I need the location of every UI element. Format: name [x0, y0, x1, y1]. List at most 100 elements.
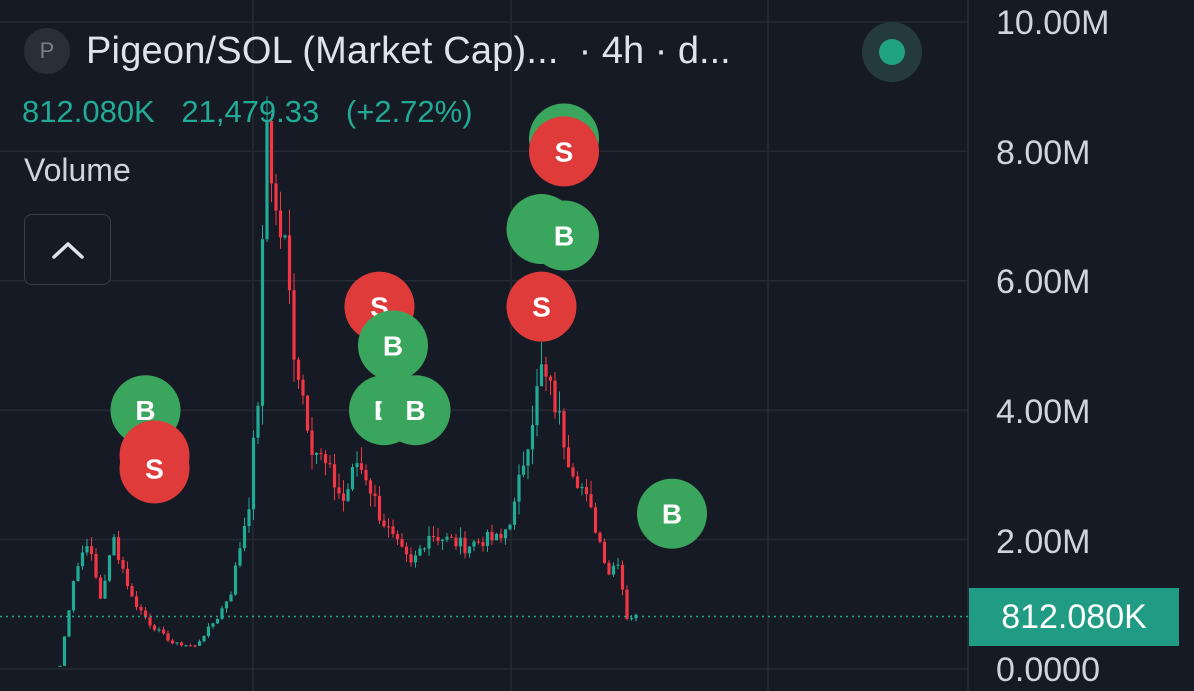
marker-label: B	[383, 331, 403, 362]
candle-body	[629, 618, 634, 620]
candle-body	[278, 210, 283, 238]
sell-marker[interactable]: S	[529, 116, 599, 187]
candle-body	[211, 623, 215, 627]
candle-body	[175, 642, 179, 644]
candle-body	[472, 541, 476, 547]
candles-group	[58, 96, 638, 667]
marker-circle	[637, 478, 707, 549]
sell-marker[interactable]: S	[506, 271, 577, 342]
candle-body	[427, 536, 431, 549]
y-tick-label: 0.0000	[996, 651, 1100, 689]
candle-body	[197, 641, 202, 646]
candle-body	[148, 617, 152, 626]
candle-body	[130, 585, 134, 597]
candle-body	[503, 529, 508, 539]
candle-body	[260, 239, 265, 406]
candle-body	[305, 395, 310, 431]
candle-body	[220, 608, 224, 619]
y-tick-label: 8.00M	[996, 134, 1091, 172]
candle-body	[364, 469, 368, 481]
sell-marker[interactable]: S	[119, 433, 190, 504]
collapse-button[interactable]	[24, 214, 111, 285]
price-change-percent: (+2.72%)	[345, 94, 473, 129]
candle-body	[620, 564, 625, 590]
buy-marker[interactable]: B	[380, 375, 451, 446]
y-tick-label: 10.00M	[996, 4, 1110, 42]
price-readout: 812.080K 21,479.33 (+2.72%)	[22, 94, 491, 130]
candle-body	[526, 449, 530, 466]
marker-label: B	[662, 499, 682, 530]
candle-body	[377, 495, 382, 521]
buy-marker[interactable]: B	[637, 478, 707, 549]
candle-body	[440, 539, 445, 541]
candle-body	[539, 364, 544, 387]
candle-body	[598, 532, 602, 542]
candle-body	[242, 526, 247, 549]
candle-body	[346, 489, 350, 501]
volume-indicator-label[interactable]: Volume	[24, 152, 131, 188]
candle-body	[409, 554, 413, 563]
candle-body	[94, 554, 98, 578]
candle-body	[76, 566, 80, 582]
candle-body	[89, 546, 94, 555]
marker-label: B	[135, 395, 155, 426]
chart-header: P Pigeon/SOL (Market Cap)... · 4h · d...	[24, 28, 731, 74]
candle-body	[292, 290, 296, 360]
candle-body	[575, 476, 580, 489]
candle-body	[112, 537, 116, 556]
candle-body	[62, 636, 67, 666]
symbol-badge[interactable]: P	[24, 28, 70, 74]
candle-body	[391, 526, 395, 535]
marker-label: S	[145, 453, 164, 484]
candle-body	[485, 531, 490, 546]
candle-body	[593, 507, 598, 533]
candle-body	[580, 487, 584, 489]
candle-body	[247, 509, 251, 527]
candle-body	[323, 454, 328, 464]
live-dot-icon	[879, 39, 905, 65]
candle-body	[269, 120, 274, 184]
candle-body	[571, 467, 575, 477]
candle-body	[238, 548, 242, 566]
candle-body	[589, 494, 593, 508]
candle-body	[121, 559, 125, 569]
candle-body	[256, 405, 260, 438]
buy-marker[interactable]: B	[529, 200, 599, 271]
candle-body	[422, 548, 427, 550]
candle-body	[229, 594, 233, 602]
candle-body	[607, 562, 611, 575]
candle-body	[553, 380, 557, 413]
candle-body	[373, 493, 377, 496]
buy-marker[interactable]: B	[358, 310, 428, 381]
current-price-tag: 812.080K	[969, 588, 1179, 646]
live-status-button[interactable]	[862, 22, 922, 82]
candle-body	[107, 555, 112, 581]
candle-body	[521, 465, 526, 475]
marker-label: B	[554, 221, 574, 252]
candle-body	[535, 386, 539, 426]
candle-body	[413, 555, 418, 563]
interval-meta[interactable]: · 4h · d...	[578, 29, 731, 72]
candle-body	[557, 411, 562, 413]
candle-body	[517, 474, 521, 502]
candle-body	[98, 577, 103, 599]
candle-body	[548, 376, 553, 381]
marker-circle	[529, 200, 599, 271]
candle-body	[184, 645, 188, 647]
marker-label: B	[405, 395, 425, 426]
symbol-title[interactable]: Pigeon/SOL (Market Cap)...	[86, 29, 559, 72]
candle-body	[512, 501, 517, 525]
candle-body	[71, 581, 76, 611]
marker-label: S	[532, 292, 551, 323]
candle-body	[157, 629, 161, 631]
candle-body	[445, 536, 449, 540]
candle-body	[265, 120, 269, 240]
candle-body	[395, 534, 400, 540]
marker-circle	[119, 433, 190, 504]
candle-body	[283, 235, 287, 238]
candle-body	[215, 618, 220, 624]
candle-body	[386, 526, 391, 528]
candle-body	[616, 564, 620, 566]
candle-body	[404, 546, 409, 555]
